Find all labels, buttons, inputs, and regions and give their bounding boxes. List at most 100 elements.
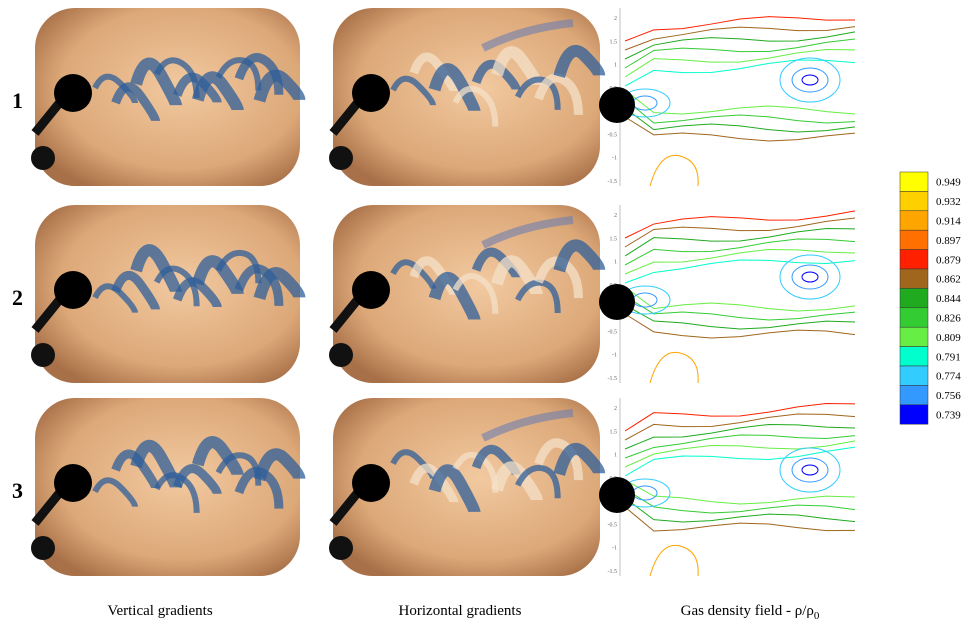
colorbar-label: 0.844 [936,293,961,305]
contour-line [624,238,856,266]
contour-loop [649,154,699,187]
colorbar-label: 0.791 [936,351,961,363]
flow-streak [153,57,200,99]
contour-line [624,89,856,115]
contour-loop [801,271,819,283]
flow-streak [172,277,222,308]
model-support [31,146,55,170]
flow-streak [534,438,583,481]
contour-line [624,59,856,87]
colorbar-label: 0.879 [936,254,961,266]
contour-line [624,434,856,459]
y-tick-label: -0.5 [608,522,618,528]
flow-streak [130,244,183,293]
photo [31,205,306,383]
y-tick-label: 1.5 [610,39,618,45]
y-tick-label: -1.5 [608,179,618,185]
y-tick-label: 1.5 [610,429,618,435]
contour-line [624,38,856,69]
contour-loop [649,544,699,577]
contour-line [624,16,856,42]
column-caption: Vertical gradients [107,603,213,619]
contour-line [624,116,856,142]
contour-line [624,506,856,532]
flow-streak [172,464,222,495]
flow-streak [514,464,561,499]
contour-line [624,446,856,477]
flow-streak [534,73,583,115]
colorbar-swatch [899,229,929,250]
flow-streak [428,63,481,112]
flow-streak [553,45,606,79]
flow-streak [191,255,244,295]
contour-line [624,48,856,78]
contour-line [624,31,856,60]
contour-line [624,413,856,441]
contour-line [624,286,856,312]
contour-loop [632,485,658,501]
y-tick-label: -1.5 [608,569,618,575]
flow-streak [130,57,183,107]
contour-line [624,479,856,505]
contour-line [624,227,856,257]
flow-streak [409,52,459,92]
model-cylinder [599,87,635,123]
contour-plot: 21.510.50-0.5-1-1.5 [599,8,856,187]
photo [329,205,606,383]
y-tick-label: -1 [612,546,617,552]
colorbar-swatch [899,268,929,289]
flow-streak [514,76,561,110]
flow-streak [111,271,161,311]
contour-plot: 21.510.50-0.5-1-1.5 [599,205,856,384]
model-cylinder [599,477,635,513]
colorbar-swatch [899,365,929,386]
flow-streak [428,464,481,514]
contour-loop [779,447,841,493]
colorbar-swatch [899,404,929,425]
caption-text: Gas density field - ρ/ρ [681,603,814,619]
contour-line [624,107,856,133]
contour-line [624,248,856,275]
row-label: 1 [12,88,23,113]
row-label: 3 [12,478,23,503]
photo [31,8,306,186]
flow-streak [92,477,138,508]
flow-streak [253,267,306,301]
flow-streak [553,442,606,477]
colorbar-swatch [899,307,929,328]
colorbar-swatch [899,171,929,192]
flow-streak [191,71,244,112]
colorbar-swatch [899,249,929,270]
model-cylinder [54,271,92,309]
flow-streak [452,85,499,127]
flow-streak [481,19,574,52]
y-tick-label: 2 [614,406,617,412]
flow-streak [390,75,436,106]
colorbar-swatch [899,191,929,212]
colorbar-label: 0.774 [936,371,961,383]
model-support [329,536,353,560]
column-caption: Horizontal gradients [399,603,522,619]
contour-loop [801,464,819,476]
caption-subscript: 0 [814,610,820,622]
model-support [329,146,353,170]
contour-line [624,295,856,321]
model-cylinder [54,464,92,502]
contour-line [624,402,856,432]
colorbar-swatch [899,326,929,347]
y-tick-label: -0.5 [608,132,618,138]
colorbar-label: 0.862 [936,274,961,286]
photo-background [35,398,300,576]
model-support [31,343,55,367]
flow-streak [253,448,306,482]
contour-loop [632,292,658,308]
flow-streak [481,409,574,442]
flow-streak [491,255,543,296]
model-cylinder [599,284,635,320]
flow-streak [409,256,459,296]
row-label: 2 [12,285,23,310]
model-support [329,343,353,367]
contour-line [624,217,856,248]
